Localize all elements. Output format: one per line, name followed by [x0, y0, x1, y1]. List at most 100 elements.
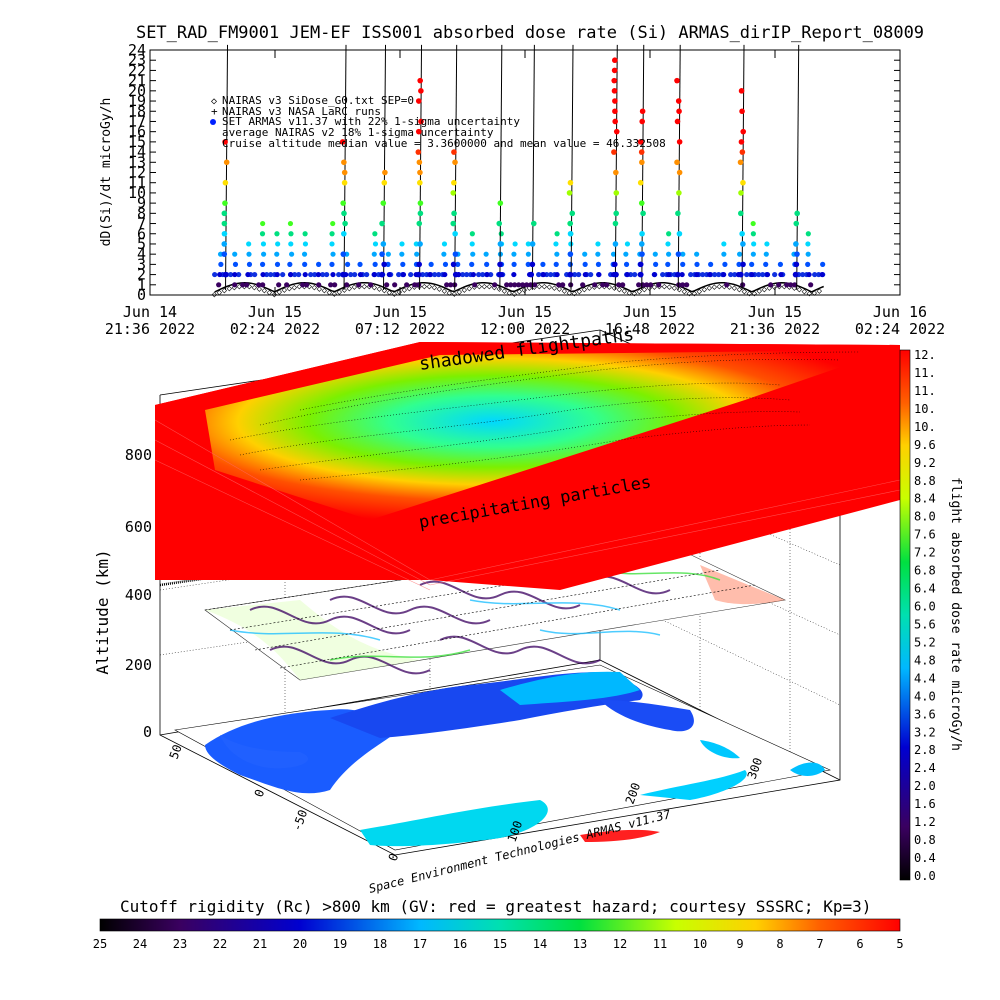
nairas-point: ◇: [687, 289, 693, 299]
dose-point: [612, 220, 619, 227]
nairas-point: ◇: [592, 283, 598, 293]
dose-point: [640, 210, 646, 217]
dose-point: [469, 231, 475, 237]
dose-point: [223, 159, 230, 166]
nairas-point: ◇: [562, 287, 568, 297]
nairas-point: ◇: [212, 290, 218, 300]
dose-point: [611, 67, 618, 74]
y-tick-label: 24: [128, 41, 146, 59]
orbit-dose-layer: [159, 539, 786, 681]
nairas-point: ◇: [312, 283, 318, 293]
dose-point: [330, 271, 336, 278]
right-colorbar-tick: 9.2: [914, 456, 936, 470]
bottom-colorbar-tick: 25: [93, 937, 107, 951]
dose-point: [736, 251, 743, 257]
nairas-point: ◇: [487, 282, 493, 292]
nairas-point: ◇: [692, 289, 698, 299]
dose-point: [612, 241, 619, 247]
dose-point: [469, 261, 475, 267]
dose-point: [540, 261, 546, 267]
dose-point: [612, 118, 618, 125]
dose-point: [508, 282, 514, 288]
dose-point: [232, 261, 239, 267]
dose-point: [344, 261, 351, 267]
y-tick-label: 7: [137, 215, 146, 233]
dose-point: [792, 271, 799, 278]
nairas-point: ◇: [697, 287, 703, 297]
spike-line: [614, 44, 618, 290]
dose-point: [222, 179, 229, 186]
dose-point: [287, 271, 294, 278]
x-tick-label-time: 16:48 2022: [605, 320, 695, 338]
dose-point: [342, 220, 348, 227]
dose-point: [739, 108, 745, 115]
dose-point: [613, 169, 619, 176]
x-tick-label-time: 02:24 2022: [855, 320, 945, 338]
dose-point: [623, 261, 630, 267]
right-colorbar-tick: 1.2: [914, 815, 936, 829]
dose-point: [316, 261, 322, 267]
altitude-axis-label: Altitude (km): [93, 549, 112, 674]
dose-point: [776, 282, 782, 288]
dose-point: [261, 251, 267, 257]
nairas-point: ◇: [577, 287, 583, 297]
right-colorbar-tick: 2.0: [914, 779, 936, 793]
nairas-point: ◇: [797, 285, 803, 295]
dose-point: [516, 282, 522, 288]
nairas-point: ◇: [567, 289, 573, 299]
dose-point: [722, 261, 728, 267]
y-tick-label: 4: [137, 245, 146, 263]
dose-point: [504, 282, 510, 288]
right-colorbar-tick: 5.6: [914, 617, 936, 631]
right-colorbar-ticks: 0.0 0.4 0.8 1.2 1.6 2.0 2.4 2.8 3.2 3.6 4.0 4.4 4.8 5…: [914, 348, 936, 883]
altitude-tick-label: 0: [143, 723, 152, 741]
dose-point: [496, 220, 503, 227]
dose-point: [379, 271, 385, 278]
nairas-point: ◇: [362, 282, 368, 292]
nairas-point: ◇: [422, 282, 428, 292]
nairas-point: ◇: [272, 290, 278, 300]
dose-point: [274, 271, 280, 278]
x-tick-label-time: 02:24 2022: [230, 320, 320, 338]
dose-point: [595, 251, 601, 257]
dose-point: [712, 271, 718, 278]
dose-point: [450, 220, 457, 227]
dose-point: [341, 210, 347, 217]
dose-point: [700, 271, 706, 278]
dose-point: [472, 282, 478, 288]
nairas-point: ◇: [337, 288, 343, 298]
dose-point: [528, 271, 535, 278]
dose-point: [341, 179, 348, 186]
dose-point: [274, 251, 280, 257]
dose-point: [788, 282, 794, 288]
dose-point: [611, 57, 618, 64]
nairas-point: ◇: [632, 289, 638, 299]
nairas-point: ◇: [407, 284, 413, 294]
nairas-point: ◇: [382, 286, 388, 296]
dose-point: [436, 271, 442, 278]
bottom-colorbar-label: Cutoff rigidity (Rc) >800 km (GV: red = …: [120, 897, 871, 916]
dose-point: [806, 271, 812, 278]
right-colorbar-tick: 8.4: [914, 492, 936, 506]
dose-point: [412, 282, 418, 288]
dose-point: [554, 271, 560, 278]
nairas-point: ◇: [772, 282, 778, 292]
nairas-point: ◇: [682, 287, 688, 297]
dose-point: [497, 271, 503, 278]
dose-point: [296, 271, 302, 278]
dose-point: [470, 251, 476, 257]
altitude-axis-ticks: 0 200 400 600 800: [125, 446, 152, 741]
dose-point: [340, 251, 347, 257]
spike-line: [641, 44, 645, 290]
bottom-colorbar-tick: 8: [776, 937, 783, 951]
nairas-point: ◇: [372, 283, 378, 293]
longitude-axis-ticks: 0 100 200 300: [386, 756, 766, 863]
dose-point: [329, 261, 335, 267]
y-tick-label: 5: [137, 235, 146, 253]
dose-point: [721, 241, 727, 247]
nairas-point: ◇: [572, 289, 578, 299]
dose-point: [772, 271, 778, 278]
bottom-colorbar-tick: 12: [613, 937, 627, 951]
dose-point: [240, 282, 246, 288]
dose-point: [392, 282, 398, 288]
